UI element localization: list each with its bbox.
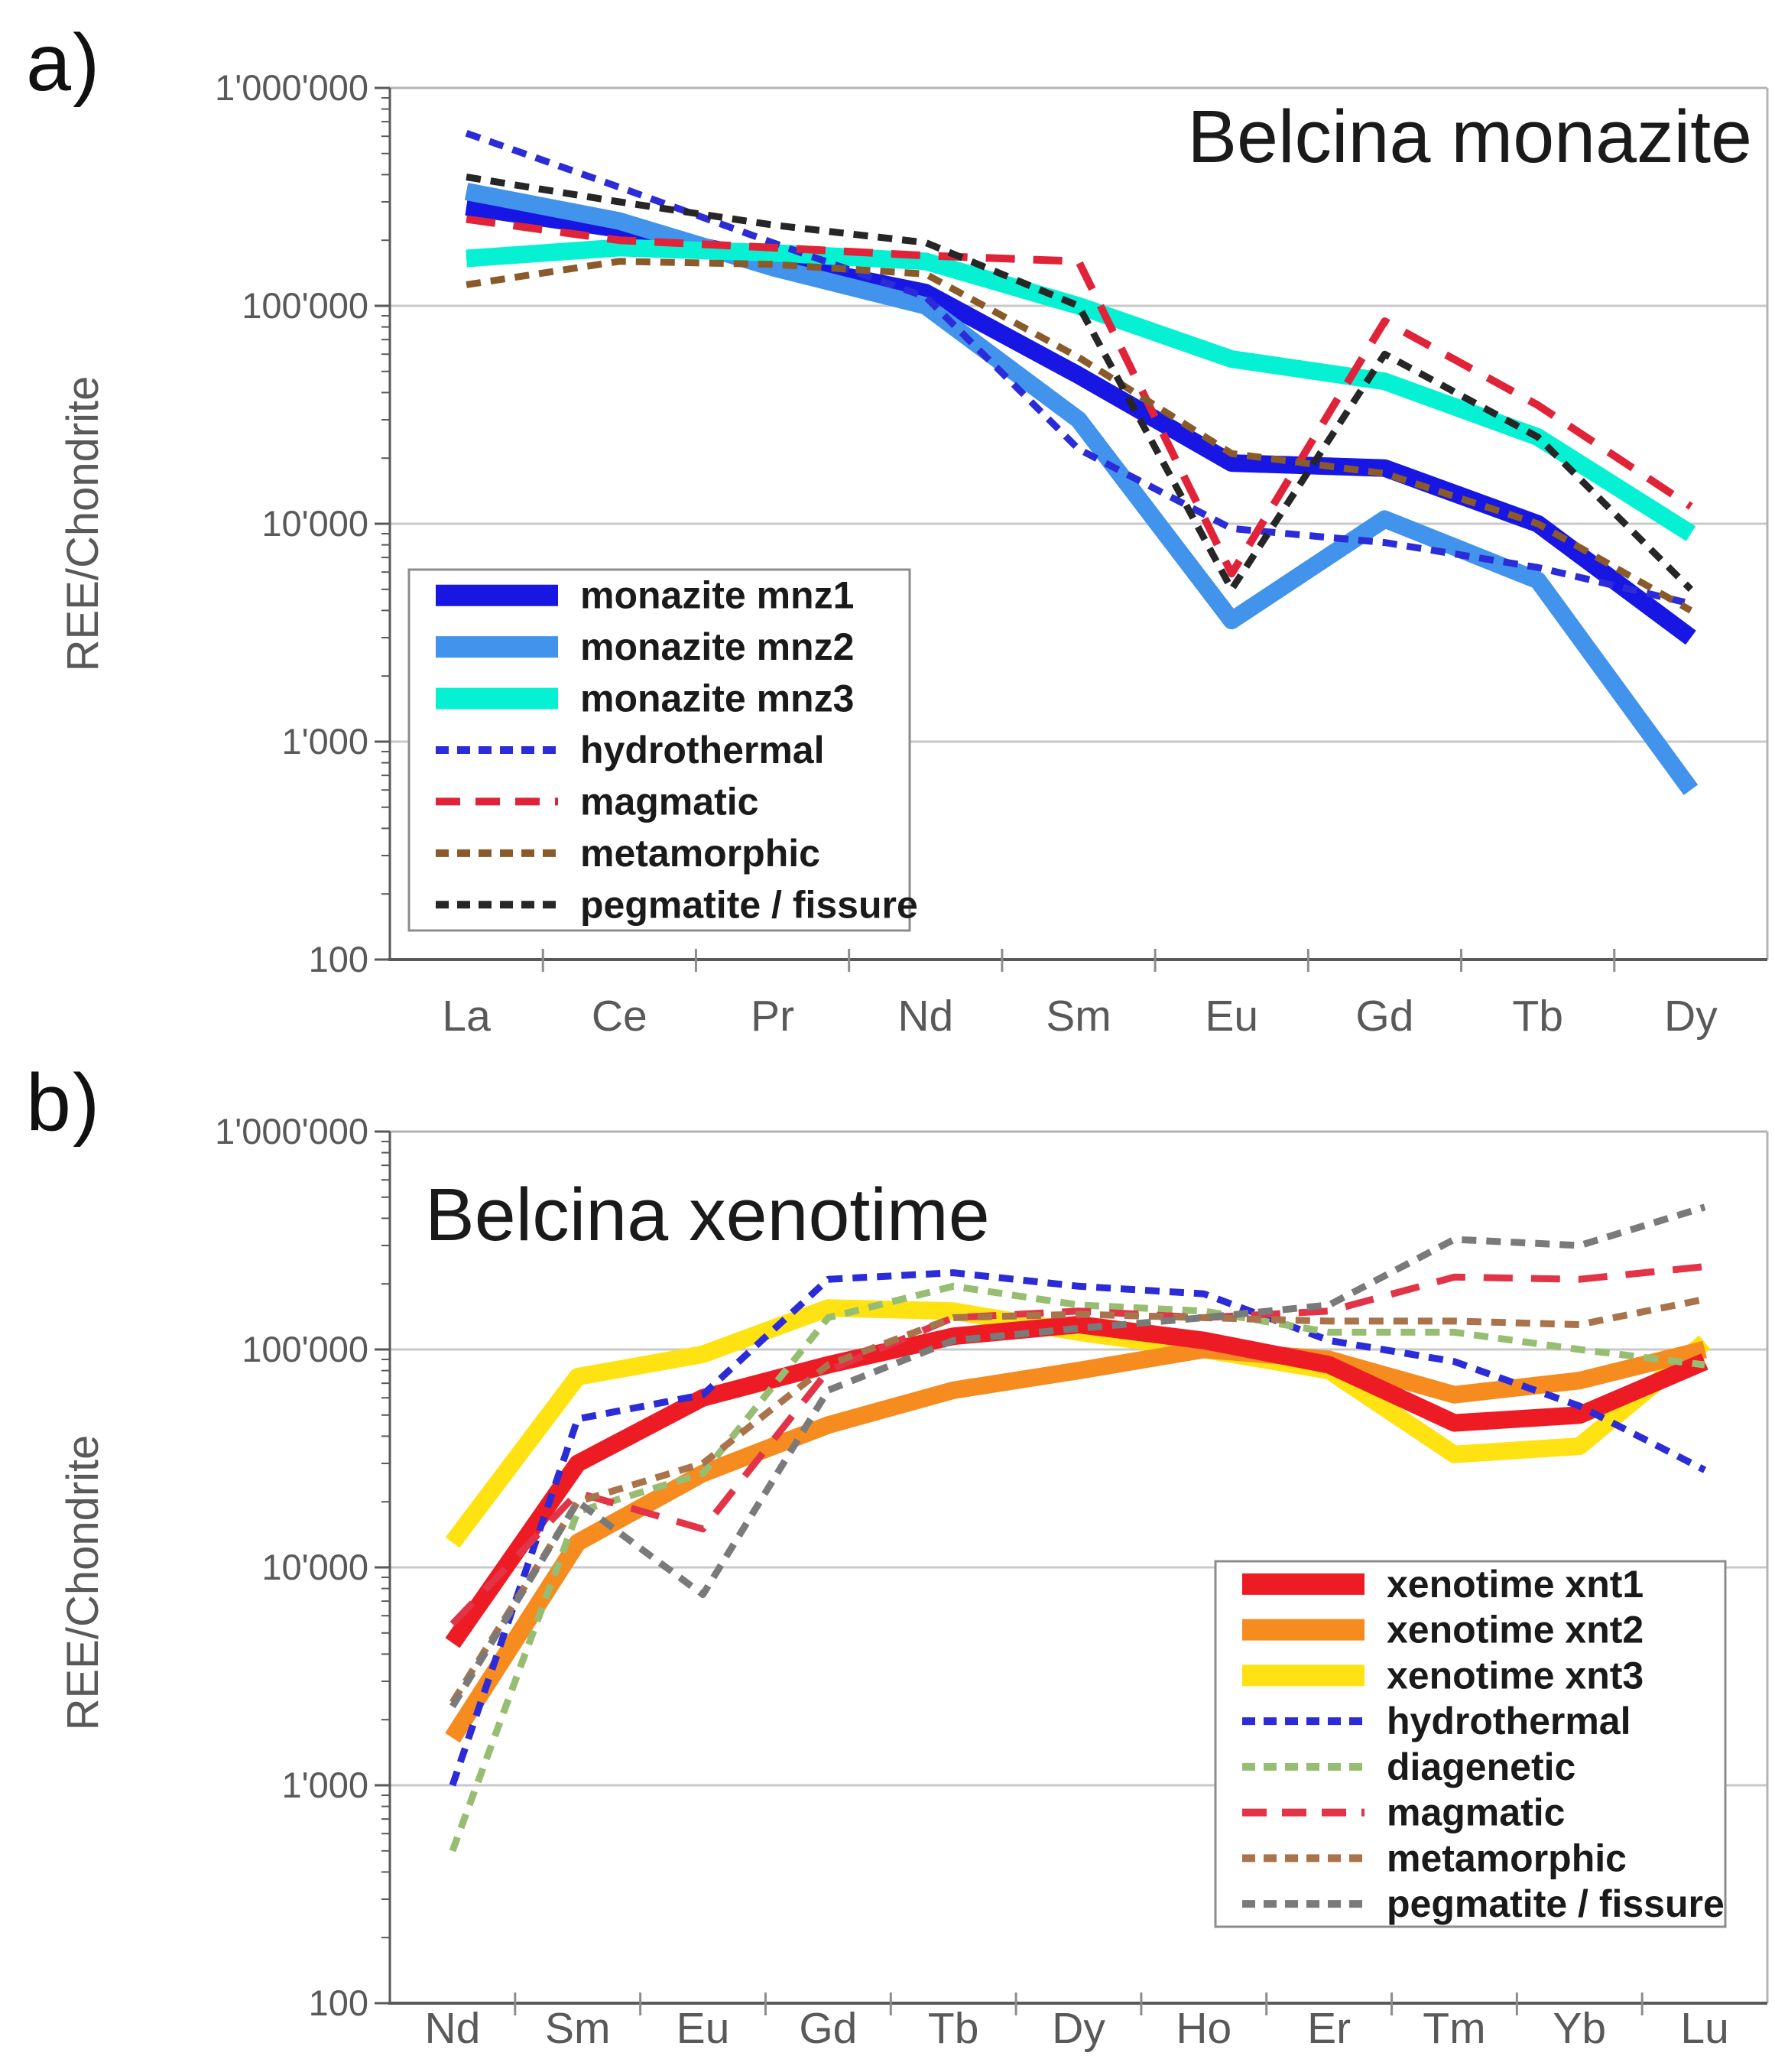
x-tick-label-tb: Tb (1512, 992, 1563, 1040)
legend-label: magmatic (580, 780, 758, 823)
legend-label: diagenetic (1387, 1746, 1575, 1788)
series-pegmatite-fissure (466, 174, 1694, 593)
series-monazite-mnz3 (466, 239, 1696, 541)
series-pegmatite-fissure (449, 1203, 1706, 1709)
y-tick-label: 10'000 (261, 1547, 368, 1587)
y-tick-label: 1'000'000 (215, 67, 368, 108)
x-tick-label-dy: Dy (1052, 2004, 1105, 2053)
legend-swatch (1242, 1619, 1365, 1641)
legend-label: xenotime xnt2 (1387, 1609, 1644, 1651)
x-tick-label-nd: Nd (897, 992, 953, 1040)
legend-label: monazite mnz3 (580, 677, 854, 720)
legend-label: monazite mnz1 (580, 574, 854, 617)
x-axis-ticks (541, 949, 1616, 972)
legend-entry-diagenetic: diagenetic (1242, 1746, 1575, 1788)
y-axis-ticks (375, 86, 390, 961)
series-hydrothermal (449, 1269, 1707, 1787)
x-tick-label-ho: Ho (1176, 2004, 1231, 2053)
y-tick-label: 100 (309, 1983, 368, 2023)
series-magmatic (466, 215, 1693, 578)
legend-entry-pegmatite-fissure: pegmatite / fissure (1242, 1882, 1725, 1925)
legend-swatch (1242, 1664, 1365, 1687)
x-tick-label-eu: Eu (1205, 992, 1258, 1040)
legend-box (407, 568, 911, 932)
y-tick-label: 100'000 (242, 1329, 368, 1369)
legend-entry-magmatic: magmatic (436, 780, 758, 823)
x-tick-label-ce: Ce (592, 992, 647, 1040)
series-lines (464, 129, 1699, 795)
x-tick-label-pr: Pr (751, 992, 794, 1040)
legend-entry-monazite-mnz2: monazite mnz2 (436, 625, 854, 668)
y-tick-label: 100'000 (242, 285, 368, 326)
legend-entry-hydrothermal: hydrothermal (436, 729, 825, 771)
legend-entry-metamorphic: metamorphic (1242, 1837, 1627, 1879)
legend-entry-hydrothermal: hydrothermal (1242, 1700, 1631, 1742)
plot-border (388, 86, 1769, 961)
xenotime-chart: 1'000'000 100'000 10'000 1'000 100 Nd Sm Eu Gd Tb… (58, 1111, 1769, 2053)
legend-swatch (436, 687, 558, 710)
series-metamorphic (449, 1295, 1705, 1704)
x-tick-label-tb: Tb (928, 2004, 979, 2053)
legend-label: monazite mnz2 (580, 625, 854, 668)
y-axis-ticks (375, 1130, 390, 2005)
x-tick-label-gd: Gd (799, 2004, 857, 2053)
series-lines (445, 1203, 1711, 1853)
legend-entry-monazite-mnz1: monazite mnz1 (436, 574, 854, 617)
legend-entry-xenotime-xnt2: xenotime xnt2 (1242, 1609, 1644, 1651)
x-tick-label-lu: Lu (1680, 2004, 1728, 2053)
series-diagenetic (449, 1282, 1705, 1853)
panel-a-letter: a) (26, 18, 102, 108)
legend-label: pegmatite / fissure (580, 883, 918, 926)
y-axis-title: REE/Chondrite (58, 376, 108, 672)
y-axis-title: REE/Chondrite (58, 1435, 108, 1731)
legend-label: xenotime xnt1 (1387, 1563, 1644, 1606)
legend-entry-xenotime-xnt1: xenotime xnt1 (1242, 1563, 1644, 1606)
legend-label: metamorphic (580, 832, 820, 875)
legend-label: magmatic (1387, 1791, 1565, 1834)
legend-label: xenotime xnt3 (1387, 1654, 1644, 1697)
x-tick-label-la: La (442, 992, 491, 1040)
legend: monazite mnz1 monazite mnz2 monazite mnz3 h… (407, 568, 918, 932)
x-tick-label-gd: Gd (1355, 992, 1413, 1040)
monazite-chart: 1'000'000 100'000 10'000 1'000 100 La Ce Pr Nd Sm… (58, 67, 1769, 1040)
legend-entry-magmatic: magmatic (1242, 1791, 1565, 1834)
y-tick-label: 10'000 (261, 503, 368, 544)
series-hydrothermal (465, 129, 1692, 607)
x-tick-label-sm: Sm (545, 2004, 611, 2053)
chart-title: Belcina xenotime (425, 1173, 990, 1256)
x-tick-label-eu: Eu (677, 2004, 730, 2053)
legend-label: hydrothermal (1387, 1700, 1631, 1742)
x-tick-label-dy: Dy (1664, 992, 1718, 1040)
x-tick-label-nd: Nd (424, 2004, 480, 2053)
legend-label: pegmatite / fissure (1387, 1882, 1725, 1925)
legend-swatch (436, 584, 558, 606)
y-tick-label: 100 (309, 939, 368, 979)
series-metamorphic (466, 258, 1693, 614)
legend-swatch (1242, 1573, 1365, 1595)
panel-b-letter: b) (26, 1057, 102, 1148)
legend-label: hydrothermal (580, 729, 825, 771)
legend-entry-xenotime-xnt3: xenotime xnt3 (1242, 1654, 1644, 1697)
x-tick-label-yb: Yb (1553, 2004, 1606, 2053)
x-tick-label-er: Er (1307, 2004, 1351, 2053)
x-tick-label-sm: Sm (1046, 992, 1111, 1040)
x-tick-label-tm: Tm (1423, 2004, 1485, 2053)
x-axis-ticks (514, 1992, 1644, 2015)
series-xenotime-xnt2 (445, 1340, 1707, 1743)
legend-swatch (436, 636, 558, 658)
y-tick-label: 1'000 (281, 721, 368, 762)
plot-border (388, 1130, 1769, 2005)
legend-label: metamorphic (1387, 1837, 1627, 1879)
y-tick-label: 1'000'000 (215, 1111, 368, 1151)
legend-entry-metamorphic: metamorphic (436, 832, 820, 875)
y-tick-label: 1'000 (281, 1765, 368, 1805)
legend-entry-pegmatite-fissure: pegmatite / fissure (436, 883, 918, 926)
chart-title: Belcina monazite (1187, 95, 1752, 178)
legend-entry-monazite-mnz3: monazite mnz3 (436, 677, 854, 720)
series-xenotime-xnt1 (445, 1316, 1708, 1648)
